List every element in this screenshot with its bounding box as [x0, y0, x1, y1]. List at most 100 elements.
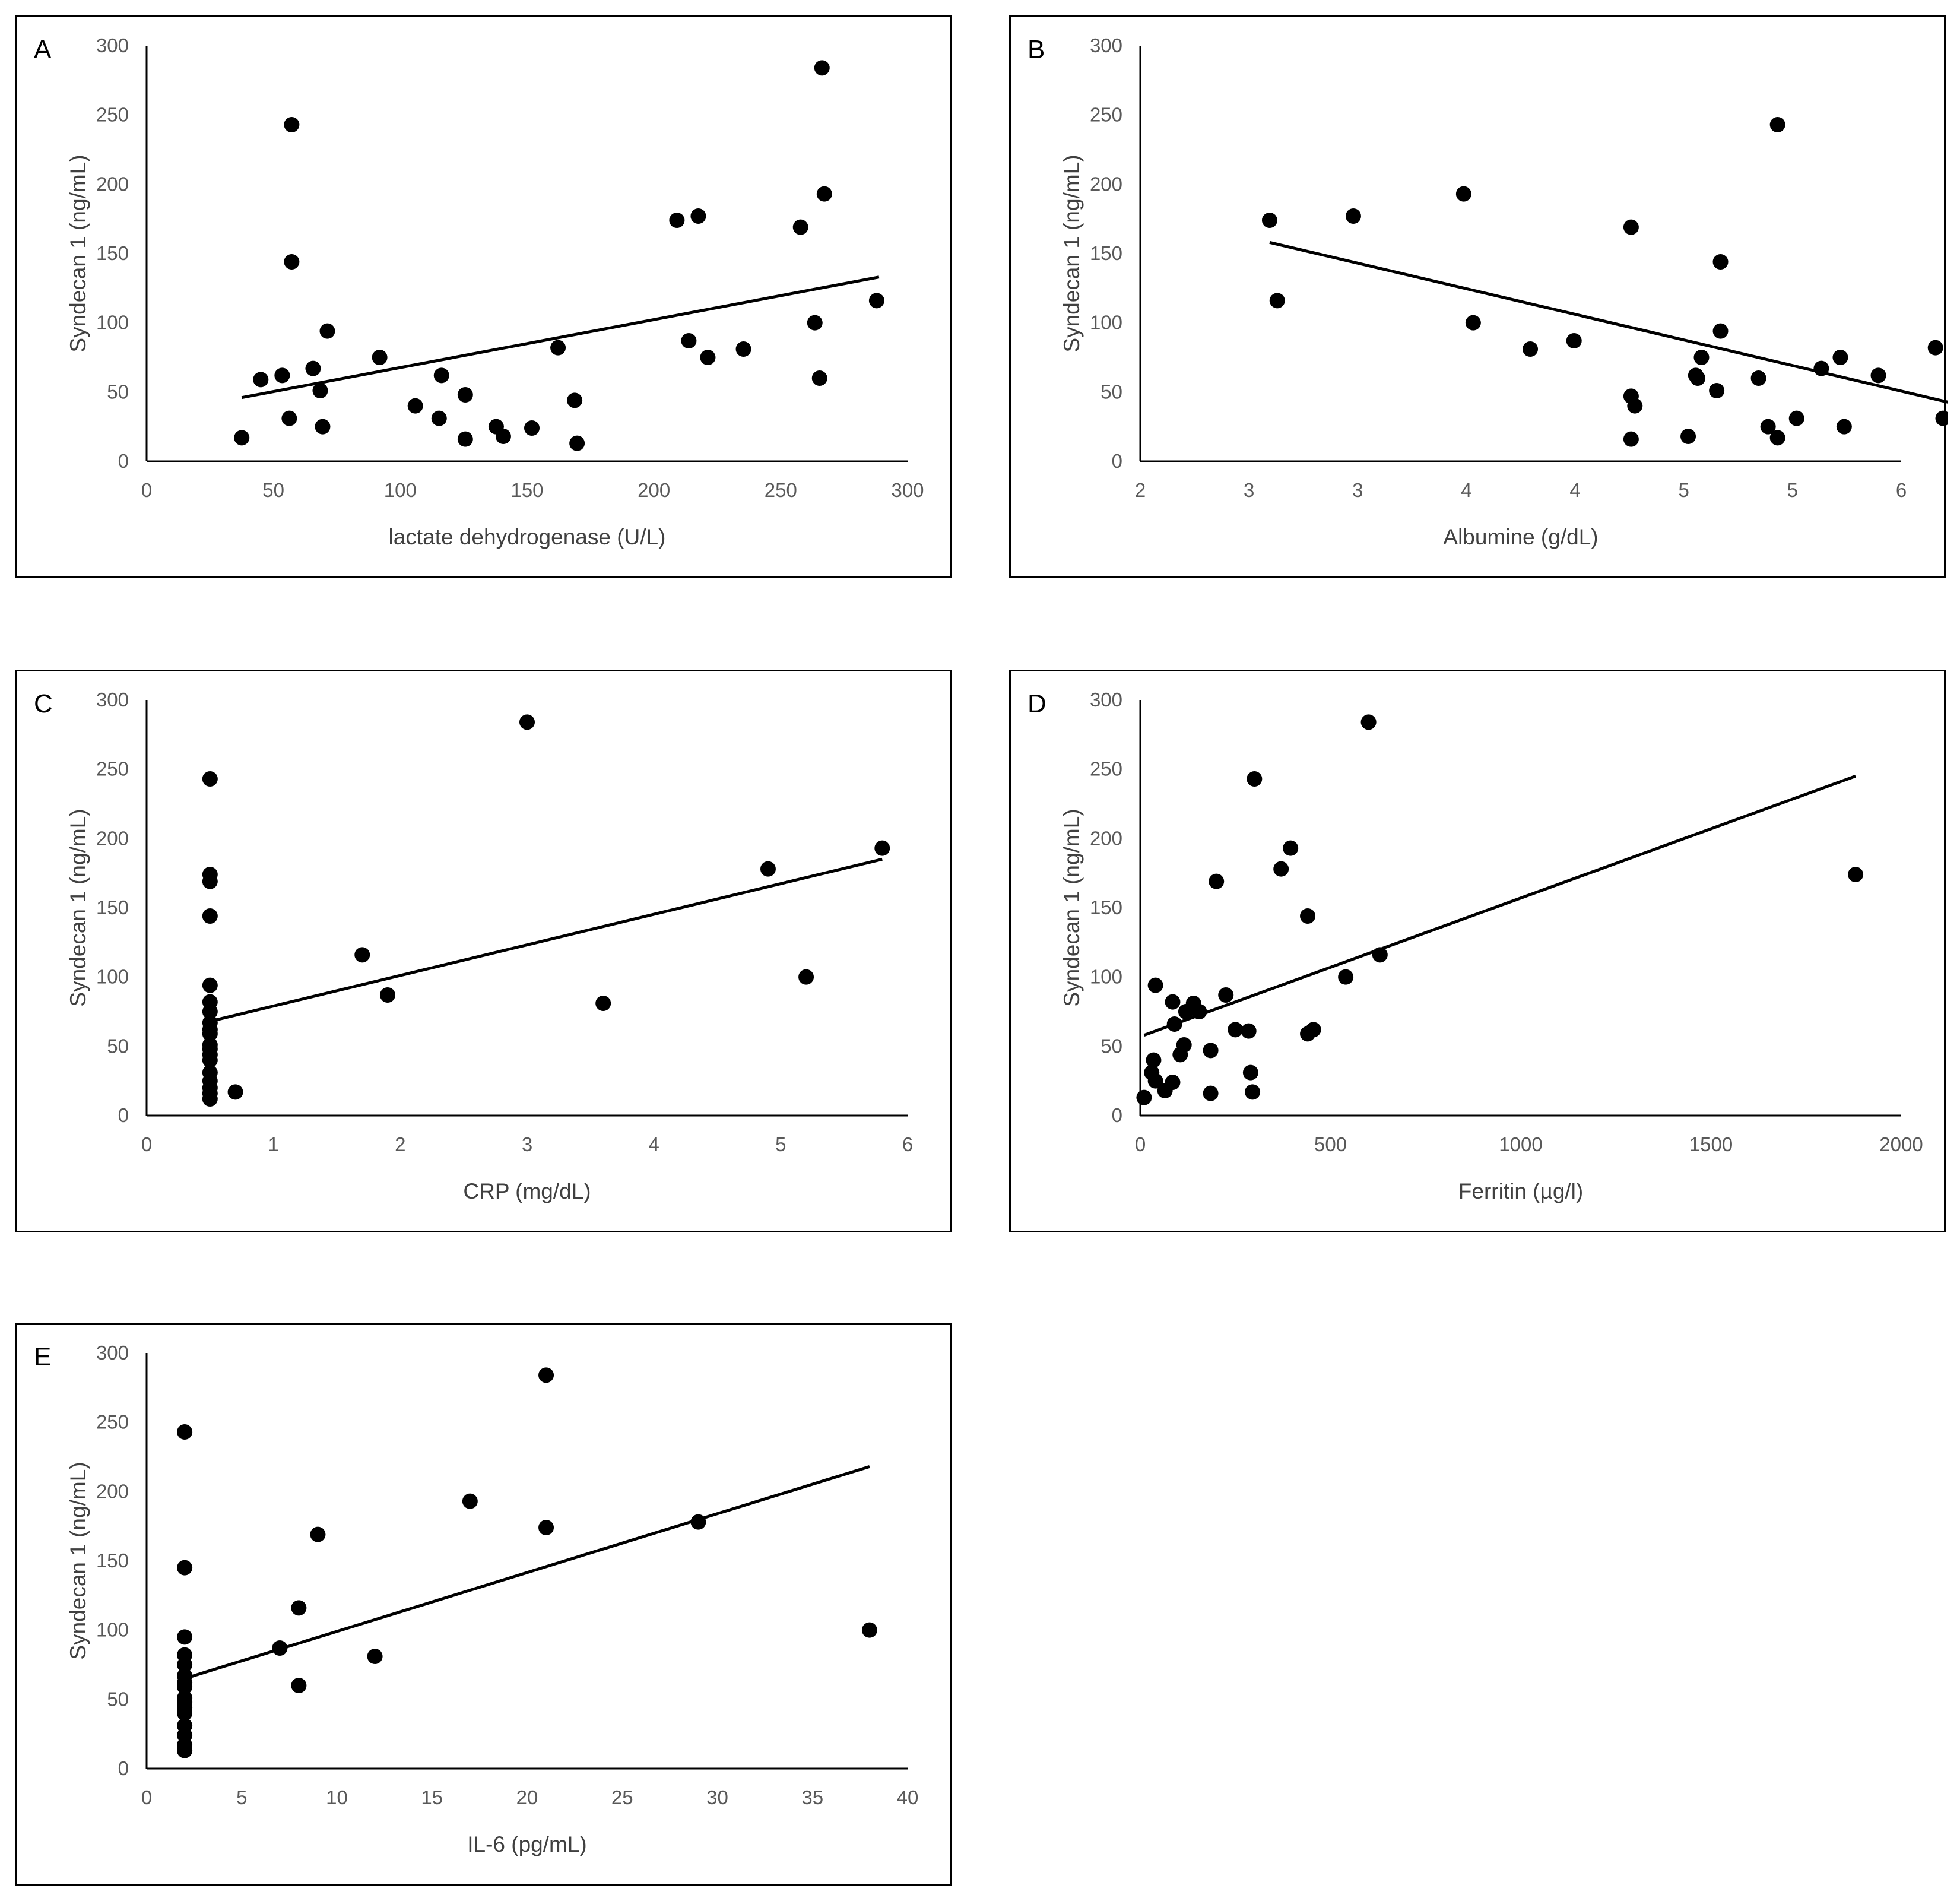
data-point [1241, 1023, 1257, 1039]
data-point [202, 977, 218, 993]
data-point [1566, 333, 1582, 348]
x-tick-label: 2000 [1879, 1133, 1923, 1155]
data-point [868, 293, 884, 309]
chart-panel-a: A 0 50 100 150 200 250 300 0 50 100 150 200 250 300 la… [15, 15, 952, 578]
data-point [1338, 969, 1354, 985]
data-point [1136, 1089, 1152, 1105]
x-tick-label: 6 [1896, 479, 1907, 501]
panel-letter-d: D [1027, 689, 1046, 718]
x-tick-label: 2 [395, 1133, 405, 1155]
x-tick-label: 0 [141, 1786, 152, 1808]
data-point [1345, 208, 1361, 224]
data-point [538, 1520, 554, 1535]
data-point [874, 840, 890, 856]
data-point [550, 340, 566, 356]
y-tick-label: 0 [118, 1757, 129, 1779]
x-tick-label: 25 [611, 1786, 633, 1808]
panel-letter-c: C [34, 689, 53, 718]
y-tick-label: 0 [1112, 450, 1122, 472]
data-point [305, 360, 321, 376]
y-tick-label: 150 [96, 896, 129, 918]
data-point [1165, 1075, 1181, 1090]
scatter-plot-d: 0 50 100 150 200 250 300 0 500 1000 1500 2000 Ferrit… [1060, 689, 1923, 1203]
y-tick-label: 250 [1090, 104, 1122, 126]
x-axis-title: IL-6 (pg/mL) [467, 1832, 587, 1856]
x-tick-label: 1 [268, 1133, 278, 1155]
data-point [1147, 1073, 1163, 1089]
data-point [1209, 873, 1225, 889]
x-tick-label: 0 [1135, 1133, 1146, 1155]
x-axis-title: CRP (mg/dL) [463, 1179, 591, 1203]
x-tick-label: 500 [1314, 1133, 1347, 1155]
x-tick-label: 30 [706, 1786, 728, 1808]
data-point [202, 908, 218, 924]
y-tick-label: 50 [107, 1688, 129, 1710]
x-tick-label: 6 [902, 1133, 913, 1155]
data-point [1146, 1052, 1162, 1068]
data-point [177, 1668, 193, 1684]
x-tick-label: 0 [141, 1133, 152, 1155]
x-tick-label: 4 [1461, 479, 1471, 501]
data-point [1927, 340, 1943, 356]
x-tick-label: 1500 [1689, 1133, 1733, 1155]
y-tick-label: 50 [1100, 1035, 1122, 1057]
chart-panel-e: E 0 50 100 150 200 250 300 0 5 10 15 20 25 30 35 40 IL-6… [15, 1323, 952, 1886]
data-point [1228, 1022, 1244, 1038]
data-point [177, 1690, 193, 1706]
y-tick-label: 300 [96, 34, 129, 56]
data-point [1300, 908, 1316, 924]
x-tick-label: 50 [262, 479, 284, 501]
x-tick-label: 5 [1679, 479, 1689, 501]
data-point [1935, 410, 1948, 426]
data-point [1465, 315, 1481, 331]
data-point [1836, 419, 1852, 435]
panel-letter-b: B [1027, 35, 1045, 64]
x-tick-label: 300 [891, 479, 924, 501]
y-tick-label: 100 [96, 966, 129, 988]
trendline [1269, 240, 1948, 404]
y-tick-label: 100 [1090, 312, 1122, 334]
y-tick-label: 300 [1090, 689, 1122, 711]
data-point [681, 333, 697, 348]
y-tick-label: 150 [96, 1550, 129, 1571]
x-tick-label: 35 [801, 1786, 823, 1808]
scatter-plot-a: 0 50 100 150 200 250 300 0 50 100 150 200 250 300 lact… [66, 34, 924, 549]
data-point [177, 1647, 193, 1663]
data-point [1693, 350, 1710, 365]
data-point [1360, 714, 1377, 730]
data-point [281, 410, 297, 426]
data-point [202, 1064, 218, 1081]
data-point [1273, 861, 1289, 877]
y-tick-label: 200 [1090, 827, 1122, 849]
x-tick-label: 3 [1244, 479, 1254, 501]
x-tick-label: 4 [648, 1133, 659, 1155]
x-axis-title: Albumine (g/dL) [1443, 525, 1598, 549]
data-point [202, 1015, 218, 1031]
x-tick-label: 0 [141, 479, 152, 501]
data-point [700, 350, 716, 365]
data-point [1455, 186, 1471, 202]
panel-letter-e: E [34, 1342, 52, 1371]
y-axis-title: Syndecan 1 (ng/mL) [66, 1462, 90, 1659]
data-point [1165, 994, 1181, 1010]
data-point [1166, 1016, 1182, 1032]
data-point [367, 1649, 383, 1664]
data-point [1627, 398, 1643, 414]
y-tick-label: 50 [107, 1035, 129, 1057]
data-point [569, 435, 585, 451]
data-point [234, 430, 250, 446]
y-tick-label: 200 [96, 173, 129, 195]
data-point [177, 1424, 193, 1440]
data-point [1372, 947, 1388, 963]
data-point [462, 1493, 478, 1509]
data-point [1750, 370, 1766, 386]
data-point [177, 1560, 193, 1576]
x-axis-title: lactate dehydrogenase (U/L) [389, 525, 666, 549]
data-point [284, 117, 300, 132]
data-point [690, 208, 706, 224]
y-tick-label: 100 [1090, 966, 1122, 988]
data-point [807, 315, 823, 331]
y-tick-label: 200 [96, 1480, 129, 1502]
data-point [495, 429, 511, 444]
data-point [457, 431, 473, 447]
